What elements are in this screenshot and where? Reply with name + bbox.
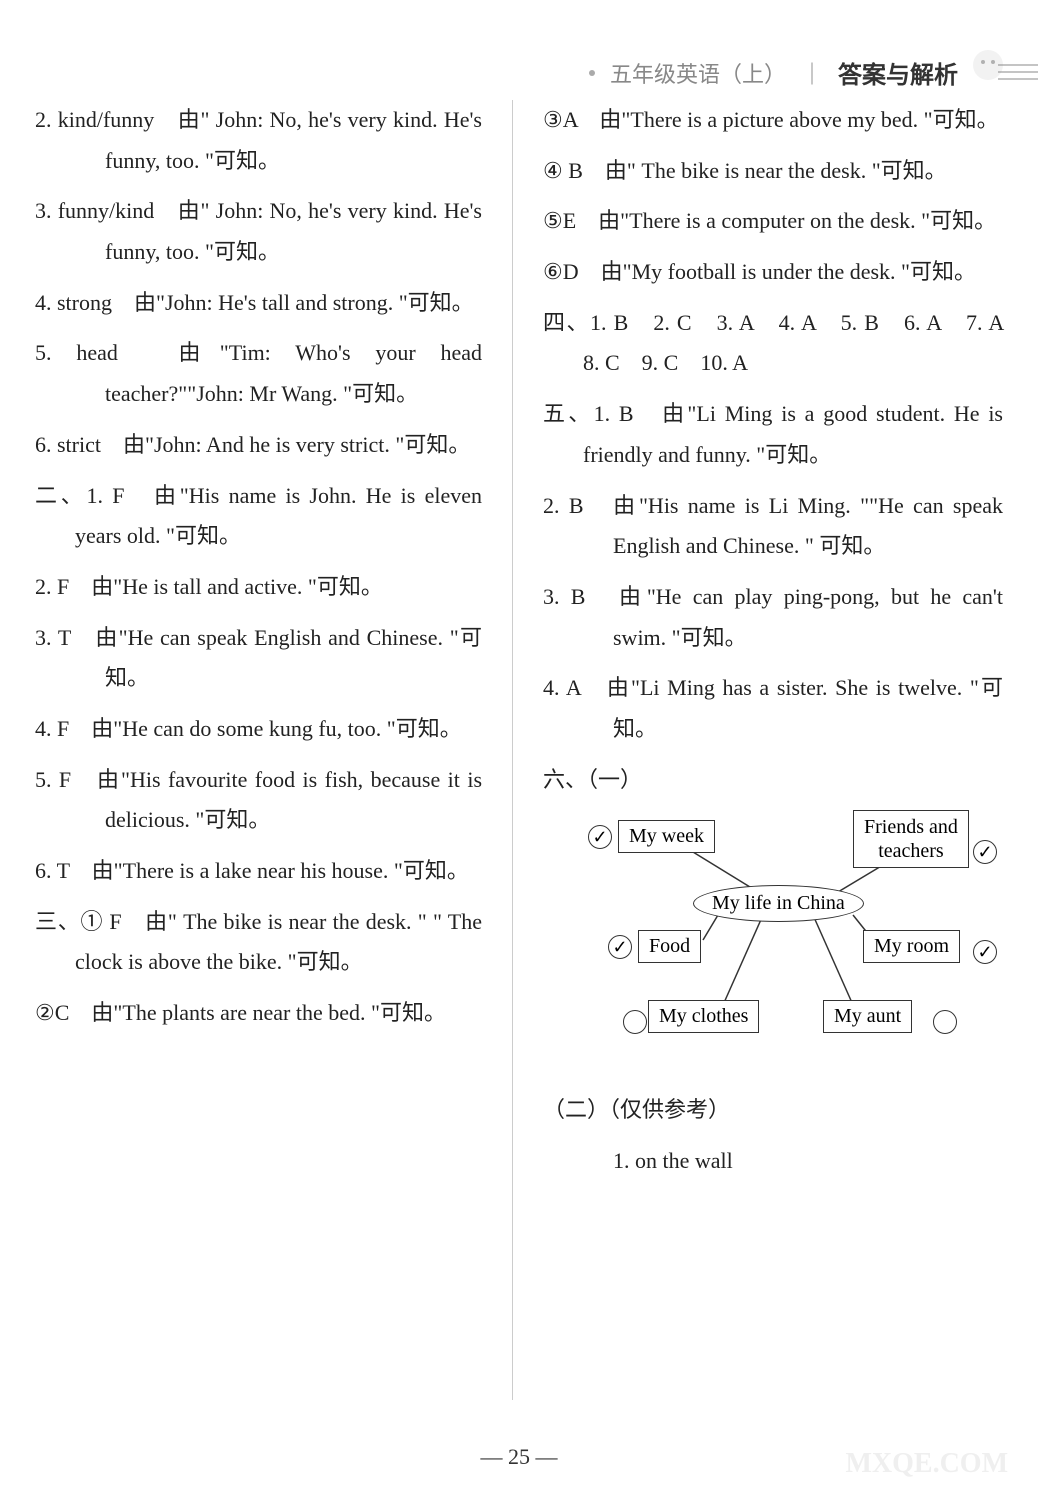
grade-label: 五年级英语（上） — [610, 57, 786, 89]
right-column: ③A 由"There is a picture above my bed. "可… — [543, 100, 1003, 1400]
answer-item: 3. B 由"He can play ping-pong, but he can… — [543, 577, 1003, 658]
diagram-node: Friends andteachers — [853, 810, 969, 868]
left-column: 2. kind/funny 由" John: No, he's very kin… — [35, 100, 482, 1400]
check-icon: ✓ — [973, 840, 997, 864]
check-icon: ✓ — [588, 825, 612, 849]
answer-item: 2. B 由"His name is Li Ming. ""He can spe… — [543, 486, 1003, 567]
diagram-node: My week — [618, 820, 715, 853]
answer-item: ④ B 由" The bike is near the desk. "可知。 — [543, 151, 1003, 192]
diagram-center-node: My life in China — [693, 885, 864, 922]
answer-item: 2. kind/funny 由" John: No, he's very kin… — [35, 100, 482, 181]
answer-item: （二）（仅供参考） — [543, 1090, 1003, 1131]
answer-item: 6. T 由"There is a lake near his house. "… — [35, 851, 482, 892]
diagram-node: My aunt — [823, 1000, 912, 1033]
content-wrapper: 2. kind/funny 由" John: No, he's very kin… — [35, 100, 1003, 1400]
answer-item: ②C 由"The plants are near the bed. "可知。 — [35, 993, 482, 1034]
answer-item: ⑤E 由"There is a computer on the desk. "可… — [543, 201, 1003, 242]
answer-item: 五、1. B 由"Li Ming is a good student. He i… — [543, 394, 1003, 475]
answer-item: 二、1. F 由"His name is John. He is eleven … — [35, 476, 482, 557]
diagram-node: Food — [638, 930, 701, 963]
uncheck-icon — [623, 1010, 647, 1034]
concept-diagram: My life in ChinaMy week✓Friends andteach… — [563, 810, 1003, 1090]
answer-item: 三、① F 由" The bike is near the desk. " " … — [35, 902, 482, 983]
watermark: MXQE.COM — [845, 1448, 1008, 1480]
page-header: 五年级英语（上） ｜ 答案与解析 — [589, 55, 958, 90]
column-divider — [512, 100, 513, 1400]
answer-item: 四、1. B 2. C 3. A 4. A 5. B 6. A 7. A 8. … — [543, 303, 1003, 384]
answer-item: 3. funny/kind 由" John: No, he's very kin… — [35, 191, 482, 272]
answer-item: 2. F 由"He is tall and active. "可知。 — [35, 567, 482, 608]
uncheck-icon — [933, 1010, 957, 1034]
answer-item: 6. strict 由"John: And he is very strict.… — [35, 425, 482, 466]
check-icon: ✓ — [608, 935, 632, 959]
answer-item: 5. F 由"His favourite food is fish, becau… — [35, 760, 482, 841]
answer-item: 1. on the wall — [543, 1141, 1003, 1182]
answer-item: 4. strong 由"John: He's tall and strong. … — [35, 283, 482, 324]
page-number: — 25 — — [481, 1444, 558, 1470]
header-title: 答案与解析 — [838, 55, 958, 90]
corner-decoration — [998, 60, 1038, 90]
check-icon: ✓ — [973, 940, 997, 964]
answer-item: ⑥D 由"My football is under the desk. "可知。 — [543, 252, 1003, 293]
answer-item: 六、（一） — [543, 760, 1003, 801]
diagram-node: My clothes — [648, 1000, 759, 1033]
answer-item: 3. T 由"He can speak English and Chinese.… — [35, 618, 482, 699]
answer-item: 5. head 由"Tim: Who's your head teacher?"… — [35, 333, 482, 414]
answer-item: ③A 由"There is a picture above my bed. "可… — [543, 100, 1003, 141]
header-separator: ｜ — [801, 57, 823, 89]
header-dot — [589, 70, 595, 76]
answer-item: 4. A 由"Li Ming has a sister. She is twel… — [543, 668, 1003, 749]
answer-item: 4. F 由"He can do some kung fu, too. "可知。 — [35, 709, 482, 750]
diagram-node: My room — [863, 930, 960, 963]
